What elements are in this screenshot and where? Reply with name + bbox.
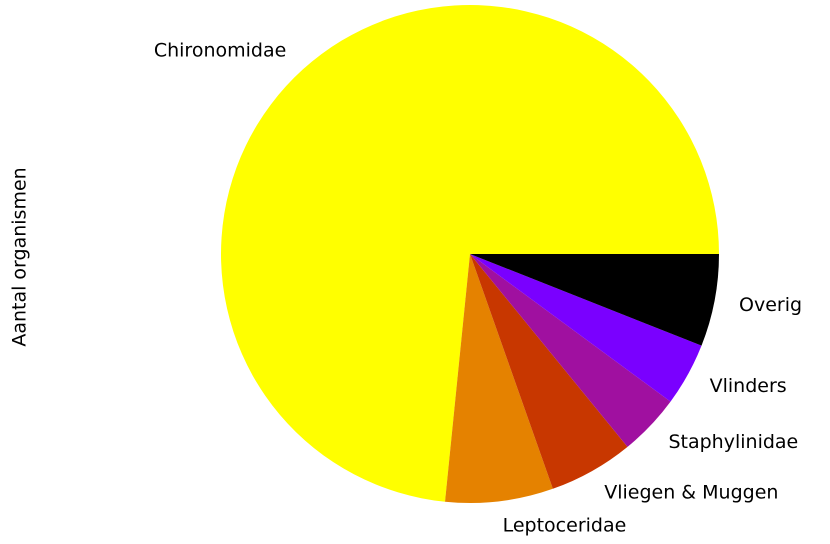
slice-label: Vlinders — [710, 375, 787, 397]
slice-label: Staphylinidae — [668, 431, 798, 453]
pie-slice — [470, 254, 628, 489]
pie-slice — [220, 5, 719, 502]
slice-label: Leptoceridae — [503, 514, 627, 536]
pie-slice — [445, 254, 553, 503]
pie-slice — [470, 254, 671, 447]
slice-label: Vliegen & Muggen — [604, 481, 778, 503]
pie-slice — [470, 254, 719, 346]
slice-label: Chironomidae — [154, 39, 286, 61]
slice-label: Overig — [739, 294, 802, 316]
pie-slice — [470, 254, 702, 402]
y-axis-label: Aantal organismen — [9, 167, 31, 346]
